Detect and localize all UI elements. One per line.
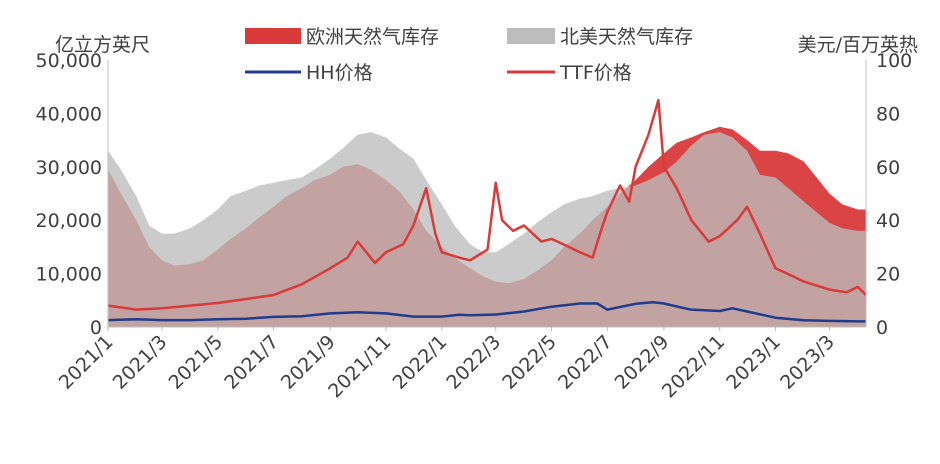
x-tick-label: 2021/5 — [164, 331, 227, 394]
legend-label-na-storage: 北美天然气库存 — [560, 26, 693, 48]
right-tick-label: 40 — [876, 210, 900, 232]
x-tick-label: 2023/1 — [722, 331, 785, 394]
area-na-storage — [108, 132, 866, 327]
x-tick-label: 2022/3 — [442, 331, 505, 394]
x-tick-label: 2022/1 — [388, 331, 451, 394]
left-tick-label: 40,000 — [36, 103, 102, 125]
x-tick-label: 2022/5 — [498, 331, 561, 394]
left-tick-label: 20,000 — [36, 210, 102, 232]
x-tick-label: 2022/7 — [554, 331, 617, 394]
legend-label-ttf-price: TTF价格 — [559, 62, 632, 84]
legend-label-hh-price: HH价格 — [306, 62, 373, 84]
right-tick-label: 0 — [876, 317, 888, 339]
x-tick-label: 2021/3 — [109, 331, 172, 394]
left-tick-label: 10,000 — [36, 264, 102, 286]
legend-swatch-na-storage — [507, 28, 555, 44]
left-tick-label: 50,000 — [36, 50, 102, 72]
right-axis-unit: 美元/百万英热 — [798, 34, 918, 56]
right-tick-label: 20 — [876, 264, 900, 286]
left-axis-unit: 亿立方英尺 — [55, 34, 150, 56]
legend-label-europe-storage: 欧洲天然气库存 — [306, 26, 439, 48]
right-tick-label: 60 — [876, 157, 900, 179]
line-ttf-price — [107, 98, 867, 311]
x-tick-label: 2021/7 — [220, 331, 283, 394]
x-tick-label: 2021/1 — [55, 331, 118, 394]
right-tick-label: 100 — [876, 50, 912, 72]
right-tick-label: 80 — [876, 103, 900, 125]
x-tick-label: 2023/3 — [776, 331, 839, 394]
left-tick-label: 0 — [90, 317, 102, 339]
plot-area — [107, 98, 867, 327]
legend-swatch-europe-storage — [245, 28, 301, 44]
line-hh-price — [107, 300, 866, 323]
left-tick-label: 30,000 — [36, 157, 102, 179]
legend: 欧洲天然气库存 北美天然气库存 HH价格 TTF价格 — [245, 26, 693, 84]
